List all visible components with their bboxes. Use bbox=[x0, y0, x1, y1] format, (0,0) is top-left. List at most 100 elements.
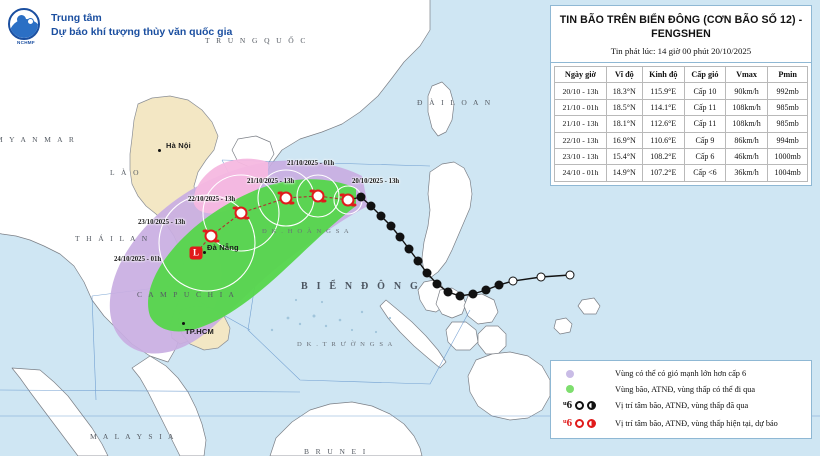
forecast-table-header-row: Ngày giờ Vĩ độ Kinh độ Cấp gió Vmax Pmin bbox=[553, 65, 808, 84]
label-2010-13h: 20/10/2025 - 13h bbox=[352, 178, 400, 185]
forecast-cell-r0-c2: 115.9°E bbox=[641, 82, 686, 100]
forecast-cell-r3-c1: 16.9°N bbox=[606, 131, 643, 149]
past-track-point-7 bbox=[422, 268, 432, 278]
forecast-table-row: 21/10 - 13h 18.1°N 112.6°E Cấp 11 108km/h 985… bbox=[553, 115, 808, 133]
forecast-table-panel: Ngày giờ Vĩ độ Kinh độ Cấp gió Vmax Pmin 20/1… bbox=[550, 62, 812, 186]
branding-line-1: Trung tâm bbox=[51, 12, 102, 25]
logo-abbr: NCHMF bbox=[16, 40, 36, 45]
forecast-cell-r3-c0: 22/10 - 13h bbox=[553, 131, 608, 149]
forecast-cell-r1-c5: 985mb bbox=[767, 98, 808, 117]
past-track-point-10 bbox=[455, 291, 465, 301]
forecast-cell-r4-c5: 1000mb bbox=[767, 147, 808, 166]
legend-row-1: Vùng bão, ATNĐ, vùng thấp có thể đi qua bbox=[559, 385, 805, 394]
legend-label: Vùng có thể có gió mạnh lớn hơn cấp 6 bbox=[615, 369, 747, 378]
legend-symbol-red-storm-symbols: ͧ6 bbox=[559, 416, 615, 429]
bulletin-title: TIN BÃO TRÊN BIỂN ĐÔNG (CƠN BÃO SỐ 12) -… bbox=[559, 14, 803, 41]
city-dot-ha-noi bbox=[158, 149, 161, 152]
branding-line-2: Dự báo khí tượng thủy văn quốc gia bbox=[51, 26, 233, 38]
past-track-point-14 bbox=[508, 276, 518, 286]
label-2410-01h: 24/10/2025 - 01h bbox=[114, 256, 162, 263]
forecast-cell-r2-c0: 21/10 - 13h bbox=[553, 115, 608, 133]
forecast-cell-r0-c1: 18.3°N bbox=[606, 82, 643, 100]
forecast-cell-r0-c5: 992mb bbox=[767, 82, 808, 100]
forecast-cell-r1-c2: 114.1°E bbox=[641, 98, 686, 117]
past-track-point-4 bbox=[395, 232, 405, 242]
forecast-cell-r4-c2: 108.2°E bbox=[641, 147, 686, 166]
forecast-table-row: 20/10 - 13h 18.3°N 115.9°E Cấp 10 90km/h 992m… bbox=[553, 82, 808, 100]
nchmf-logo-icon: NCHMF bbox=[8, 8, 44, 45]
legend-color-swatch bbox=[566, 385, 574, 393]
bulletin-issued-time: Tin phát lúc: 14 giờ 00 phút 20/10/2025 bbox=[610, 45, 752, 56]
forecast-cell-r2-c3: Cấp 11 bbox=[684, 115, 726, 133]
past-track-point-12 bbox=[481, 285, 491, 295]
city-dot-da-nang bbox=[203, 251, 206, 254]
forecast-col-header-1: Vĩ độ bbox=[606, 65, 643, 84]
forecast-cell-r3-c3: Cấp 9 bbox=[684, 131, 726, 149]
forecast-cell-r3-c5: 994mb bbox=[767, 131, 808, 149]
forecast-marker-pos-2110-13h bbox=[277, 191, 295, 205]
legend-label: Vùng bão, ATNĐ, vùng thấp có thể đi qua bbox=[615, 384, 756, 394]
past-track-point-16 bbox=[565, 270, 575, 280]
forecast-cell-r1-c1: 18.5°N bbox=[606, 98, 643, 117]
legend-panel: Vùng có thể có gió mạnh lớn hơn cấp 6 Vùn… bbox=[550, 360, 812, 439]
legend-symbol-green-area-dot bbox=[559, 385, 615, 393]
forecast-col-header-2: Kinh độ bbox=[641, 65, 686, 84]
forecast-marker-pos-2410-01h: L bbox=[189, 246, 203, 260]
forecast-cell-r3-c4: 86km/h bbox=[724, 131, 769, 149]
legend-symbol-black-storm-symbols: ͧ6 bbox=[559, 400, 615, 411]
forecast-marker-pos-2310-13h bbox=[202, 229, 220, 243]
forecast-cell-r2-c1: 18.1°N bbox=[606, 115, 643, 133]
forecast-cell-r5-c4: 36km/h bbox=[724, 164, 769, 182]
city-dot-tp-hcm bbox=[182, 322, 185, 325]
forecast-marker-pos-2010-13h bbox=[339, 193, 357, 207]
forecast-col-header-4: Vmax bbox=[724, 65, 769, 84]
forecast-marker-pos-2110-01h bbox=[309, 189, 327, 203]
past-track-point-8 bbox=[432, 279, 442, 289]
legend-label: Vị trí tâm bão, ATNĐ, vùng thấp đã qua bbox=[615, 401, 749, 410]
forecast-table: Ngày giờ Vĩ độ Kinh độ Cấp gió Vmax Pmin 20/1… bbox=[553, 65, 808, 182]
hollow-circle-icon bbox=[575, 418, 585, 428]
cone-green bbox=[148, 179, 356, 332]
label-2310-13h: 23/10/2025 - 13h bbox=[138, 219, 186, 226]
past-track-point-15 bbox=[536, 272, 546, 282]
forecast-cell-r4-c1: 15.4°N bbox=[606, 147, 643, 166]
past-track-point-3 bbox=[386, 221, 396, 231]
cone-pink bbox=[193, 158, 268, 214]
forecast-col-header-5: Pmin bbox=[767, 65, 808, 84]
forecast-cell-r5-c1: 14.9°N bbox=[606, 164, 643, 182]
forecast-cell-r2-c5: 985mb bbox=[767, 115, 808, 133]
forecast-cell-r1-c0: 21/10 - 01h bbox=[553, 98, 608, 117]
past-track-point-6 bbox=[413, 256, 423, 266]
half-filled-circle-icon bbox=[587, 401, 597, 410]
past-track-point-5 bbox=[404, 244, 414, 254]
legend-color-swatch bbox=[566, 369, 574, 378]
forecast-col-header-3: Cấp gió bbox=[684, 65, 726, 84]
forecast-cell-r5-c2: 107.2°E bbox=[641, 164, 686, 182]
past-track-point-1 bbox=[366, 201, 376, 211]
nchmf-branding: NCHMF Trung tâm Dự báo khí tượng thủy vă… bbox=[8, 8, 232, 45]
label-2110-01h: 21/10/2025 - 01h bbox=[287, 160, 335, 167]
legend-row-3: ͧ6 Vị trí tâm bão, ATNĐ, vùng thấp hiện t… bbox=[559, 416, 805, 429]
past-track-point-13 bbox=[494, 280, 504, 290]
past-track-point-11 bbox=[468, 289, 478, 299]
forecast-cell-r4-c4: 46km/h bbox=[724, 147, 769, 166]
forecast-marker-pos-2210-13h bbox=[232, 206, 250, 220]
islets bbox=[270, 298, 392, 334]
hollow-circle-icon bbox=[575, 401, 585, 410]
typhoon-swirl-icon: ͧ6 bbox=[563, 416, 573, 429]
forecast-table-body: 20/10 - 13h 18.3°N 115.9°E Cấp 10 90km/h 992m… bbox=[553, 82, 808, 182]
legend-symbol-purple-area-dot bbox=[559, 369, 615, 378]
forecast-table-row: 24/10 - 01h 14.9°N 107.2°E Cấp <6 36km/h 1004… bbox=[553, 164, 808, 182]
forecast-cell-r1-c4: 108km/h bbox=[724, 98, 769, 117]
label-2210-13h: 22/10/2025 - 13h bbox=[188, 196, 236, 203]
forecast-cell-r0-c4: 90km/h bbox=[724, 82, 769, 100]
label-2110-13h: 21/10/2025 - 13h bbox=[247, 178, 295, 185]
legend-row-0: Vùng có thể có gió mạnh lớn hơn cấp 6 bbox=[559, 369, 805, 378]
forecast-cell-r4-c0: 23/10 - 13h bbox=[553, 147, 608, 166]
forecast-cell-r5-c3: Cấp <6 bbox=[684, 164, 726, 182]
branding-text: Trung tâm Dự báo khí tượng thủy văn quốc… bbox=[51, 12, 232, 40]
forecast-cell-r2-c4: 108km/h bbox=[724, 115, 769, 133]
forecast-cell-r5-c0: 24/10 - 01h bbox=[553, 164, 608, 182]
forecast-cell-r3-c2: 110.6°E bbox=[641, 131, 686, 149]
